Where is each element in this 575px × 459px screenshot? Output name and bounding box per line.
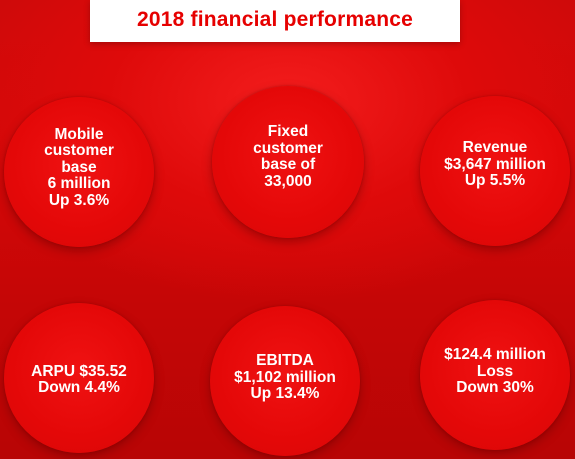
fixed-customer-base-bubble: Fixed customer base of 33,000: [212, 86, 364, 238]
loss-text: $124.4 million Loss Down 30%: [444, 346, 546, 397]
title-banner: 2018 financial performance: [90, 0, 460, 42]
loss-bubble: $124.4 million Loss Down 30%: [420, 300, 570, 450]
fixed-customer-base-text: Fixed customer base of 33,000: [253, 123, 323, 190]
arpu-bubble: ARPU $35.52 Down 4.4%: [4, 303, 154, 453]
ebitda-text: EBITDA $1,102 million Up 13.4%: [234, 352, 336, 403]
revenue-bubble: Revenue $3,647 million Up 5.5%: [420, 96, 570, 246]
revenue-text: Revenue $3,647 million Up 5.5%: [444, 139, 546, 190]
ebitda-bubble: EBITDA $1,102 million Up 13.4%: [210, 306, 360, 456]
arpu-text: ARPU $35.52 Down 4.4%: [31, 362, 127, 396]
page-title: 2018 financial performance: [137, 8, 413, 31]
mobile-customer-base-text: Mobile customer base 6 million Up 3.6%: [44, 125, 114, 209]
mobile-customer-base-bubble: Mobile customer base 6 million Up 3.6%: [4, 97, 154, 247]
